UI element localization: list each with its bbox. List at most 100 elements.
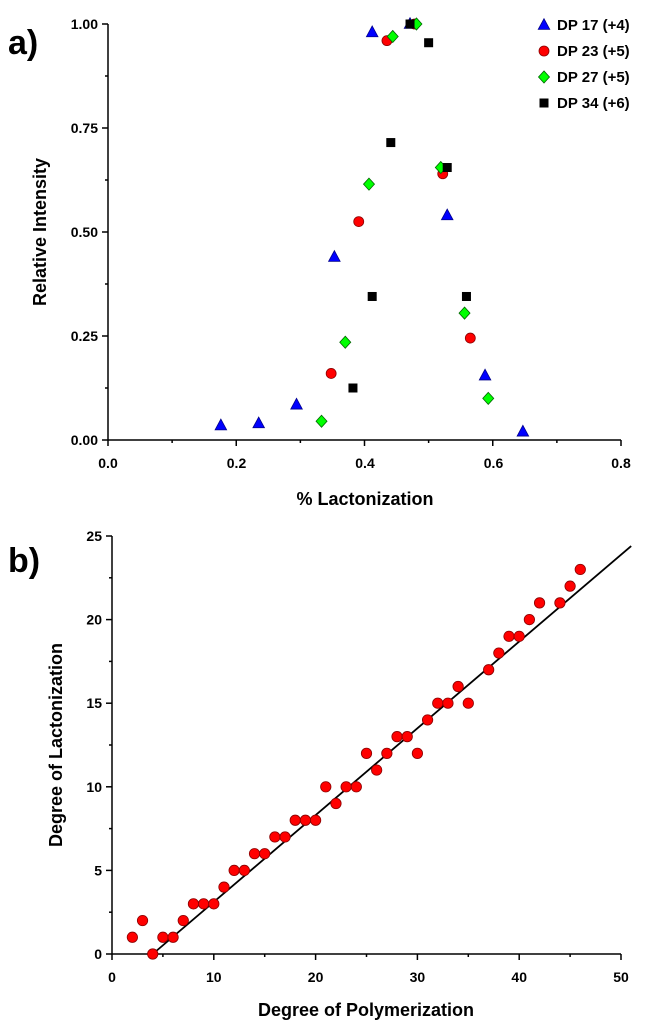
series-1-point (365, 25, 379, 38)
panel-b-y-tick-label: 20 (86, 612, 102, 628)
panel-b-point (157, 931, 169, 943)
panel-a-y-tick-label: 0.25 (71, 328, 98, 344)
panel-a-y-tick-label: 0.75 (71, 120, 98, 136)
panel-b-point (462, 697, 474, 709)
panel-a-y-tick-labels: 0.00 0.25 0.50 0.75 1.00 (71, 16, 98, 448)
panel-b-point (238, 864, 250, 877)
panel-a-x-tick-label: 0.2 (227, 455, 247, 471)
panel-b-point (554, 597, 566, 609)
panel-b-y-tick-label: 25 (86, 528, 102, 544)
panel-a-x-axis-title: % Lactonization (296, 489, 433, 509)
panel-b-point (187, 898, 200, 910)
panel-b-point (360, 747, 373, 759)
panel-b-point (483, 664, 495, 676)
panel-b-point (279, 831, 291, 843)
panel-b-point (228, 864, 240, 877)
series-3-point (315, 414, 328, 428)
panel-b-point (574, 563, 586, 576)
panel-b-point (533, 597, 546, 609)
panel-b-point (147, 948, 159, 960)
panel-a-x-tick-label: 0.8 (611, 455, 631, 471)
panel-b-point (126, 931, 138, 943)
panel-b-point (320, 781, 332, 793)
legend-marker-series-2 (538, 45, 550, 57)
panel-b-x-axis-title: Degree of Polymerization (258, 1000, 474, 1020)
panel-a-legend-markers (537, 17, 551, 108)
panel-b-x-tick-label: 40 (511, 969, 527, 985)
panel-b-point (523, 613, 535, 626)
panel-b-ticks (106, 535, 622, 960)
panel-b-point (432, 697, 444, 709)
panel-a-y-tick-label: 1.00 (71, 16, 98, 32)
panel-b-point (371, 764, 383, 776)
panel-b-point (421, 714, 434, 726)
panel-b-label: b) (8, 542, 40, 580)
panel-b-point (269, 831, 281, 843)
panel-a-y-tick-label: 0.50 (71, 224, 98, 240)
series-1-point (290, 397, 303, 410)
series-3-point (386, 29, 399, 44)
panel-b-point (198, 898, 210, 910)
panel-b-point (248, 848, 261, 860)
series-4-point (442, 163, 452, 173)
series-1-point (440, 208, 454, 221)
panel-b-point (564, 580, 576, 592)
panel-b-chart: b) 0 10 20 30 40 50 0 5 10 15 20 25 Degr… (8, 528, 632, 1020)
panel-a-chart: a) 0.0 0.2 0.4 0.6 0.8 0.00 0.25 0.50 0.… (8, 16, 631, 509)
legend-label-dp23: DP 23 (+5) (557, 43, 630, 60)
legend-label-dp34: DP 34 (+6) (557, 95, 630, 112)
panel-a-label: a) (8, 24, 38, 62)
panel-a-x-tick-label: 0.6 (484, 455, 504, 471)
panel-b-point (218, 881, 230, 893)
panel-b-point (167, 931, 179, 943)
legend-label-dp17: DP 17 (+4) (557, 17, 630, 34)
panel-a-x-tick-labels: 0.0 0.2 0.4 0.6 0.8 (98, 455, 631, 471)
series-3-point (339, 335, 352, 349)
panel-a-ticks (102, 23, 622, 446)
panel-b-point (208, 898, 220, 910)
panel-b-y-tick-label: 15 (86, 695, 102, 711)
panel-a-x-tick-label: 0.4 (355, 455, 375, 471)
panel-b-point (340, 781, 352, 793)
series-4-point (461, 291, 471, 301)
panel-b-point (503, 630, 515, 642)
panel-b-x-tick-label: 0 (108, 969, 116, 985)
panel-b-point (136, 914, 149, 927)
series-2-point (325, 368, 337, 379)
panel-b-y-axis-title: Degree of Lactonization (46, 643, 66, 847)
panel-b-point (442, 697, 454, 709)
series-1-point (516, 424, 530, 437)
panel-b-point (452, 680, 464, 693)
panel-b-point (513, 630, 525, 642)
panel-b-x-tick-labels: 0 10 20 30 40 50 (108, 969, 629, 985)
legend-label-dp27: DP 27 (+5) (557, 69, 630, 86)
series-3-point (482, 391, 495, 406)
panel-b-point (350, 781, 362, 793)
panel-b-point (309, 814, 322, 826)
series-1-point (478, 368, 492, 381)
panel-b-y-tick-label: 5 (94, 862, 102, 878)
panel-b-y-tick-label: 10 (86, 779, 102, 795)
panel-b-point (493, 647, 505, 659)
series-4-point (367, 291, 377, 301)
panel-b-x-tick-label: 30 (410, 969, 426, 985)
panel-a-x-tick-label: 0.0 (98, 455, 118, 471)
series-4-point (348, 383, 358, 393)
panel-b-x-tick-label: 20 (308, 969, 324, 985)
panel-b-point (401, 731, 413, 743)
series-2-point (353, 216, 365, 228)
panel-a-y-axis-title: Relative Intensity (30, 158, 50, 306)
panel-b-point (259, 848, 271, 860)
panel-b-data-points (126, 563, 586, 960)
series-4-point (424, 38, 434, 48)
series-1-point (327, 249, 341, 262)
legend-marker-series-3 (537, 70, 551, 84)
panel-b-point (289, 814, 301, 826)
panel-a-y-tick-label: 0.00 (71, 432, 98, 448)
panel-a-legend: DP 17 (+4) DP 23 (+5) DP 27 (+5) DP 34 (… (537, 17, 630, 112)
panel-b-point (330, 797, 342, 810)
panel-b-axes (111, 536, 621, 955)
series-3-point (458, 306, 471, 320)
panel-b-point (411, 747, 423, 759)
panel-a-data-points (214, 16, 530, 437)
